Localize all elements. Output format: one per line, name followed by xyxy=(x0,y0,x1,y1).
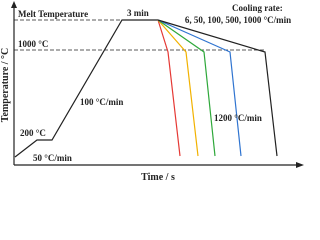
cooling-rates: 6, 50, 100, 500, 1000 °C/min xyxy=(185,15,291,25)
x-axis-arrow xyxy=(296,162,304,168)
t200-label: 200 °C xyxy=(20,128,46,138)
cooling-title: Cooling rate: xyxy=(232,3,283,13)
heat-fast-label: 100 °C/min xyxy=(80,97,123,107)
quench-label: 1200 °C/min xyxy=(214,113,262,123)
heating-profile xyxy=(14,19,158,158)
cooling-6 xyxy=(157,19,181,157)
y-axis-arrow xyxy=(11,1,17,8)
cooling-500 xyxy=(157,19,242,157)
diagram: Temperature / °C Time / s Melt Temperatu… xyxy=(0,1,304,183)
cooling-100 xyxy=(157,19,216,157)
y-axis-label: Temperature / °C xyxy=(0,48,11,123)
cooling-50 xyxy=(157,19,199,157)
cooling-1000 xyxy=(157,19,278,157)
hold-label: 3 min xyxy=(127,8,149,18)
x-axis-label: Time / s xyxy=(141,172,175,183)
t1000-label: 1000 °C xyxy=(18,39,48,49)
heat-slow-label: 50 °C/min xyxy=(33,153,72,163)
melt-label: Melt Temperature xyxy=(18,9,88,19)
